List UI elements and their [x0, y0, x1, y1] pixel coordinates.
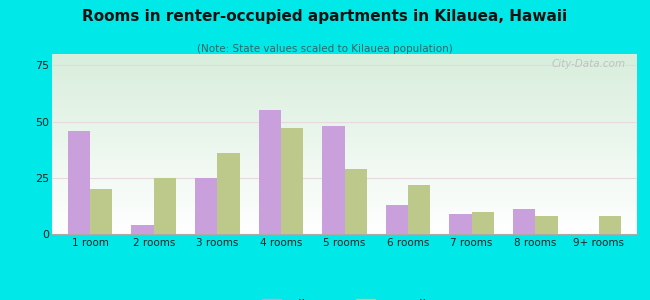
Bar: [408, 184, 430, 234]
Bar: [281, 128, 303, 234]
Legend: Kilauea, Hawaii: Kilauea, Hawaii: [257, 294, 432, 300]
Bar: [195, 178, 217, 234]
Bar: [322, 126, 344, 234]
Text: Rooms in renter-occupied apartments in Kilauea, Hawaii: Rooms in renter-occupied apartments in K…: [83, 9, 567, 24]
Bar: [386, 205, 408, 234]
Bar: [217, 153, 240, 234]
Bar: [259, 110, 281, 234]
Bar: [513, 209, 535, 234]
Bar: [131, 225, 154, 234]
Bar: [449, 214, 472, 234]
Bar: [90, 189, 112, 234]
Text: (Note: State values scaled to Kilauea population): (Note: State values scaled to Kilauea po…: [197, 44, 453, 53]
Bar: [599, 216, 621, 234]
Bar: [68, 130, 90, 234]
Bar: [154, 178, 176, 234]
Bar: [535, 216, 558, 234]
Text: City-Data.com: City-Data.com: [551, 59, 625, 69]
Bar: [344, 169, 367, 234]
Bar: [472, 212, 494, 234]
